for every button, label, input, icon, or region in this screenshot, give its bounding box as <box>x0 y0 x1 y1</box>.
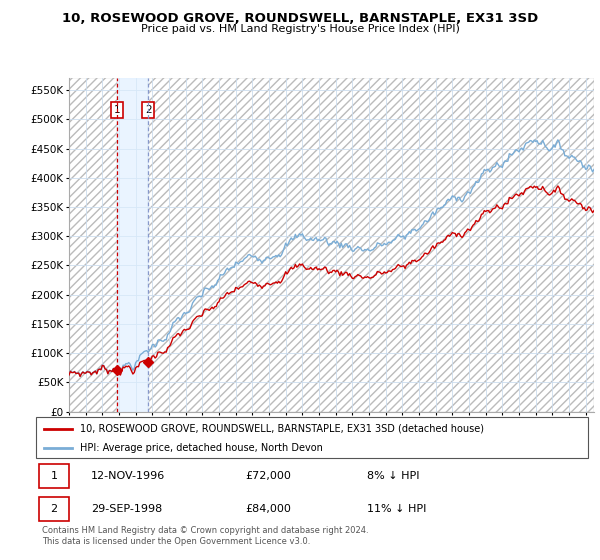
Text: 10, ROSEWOOD GROVE, ROUNDSWELL, BARNSTAPLE, EX31 3SD (detached house): 10, ROSEWOOD GROVE, ROUNDSWELL, BARNSTAP… <box>80 424 484 433</box>
Text: 10, ROSEWOOD GROVE, ROUNDSWELL, BARNSTAPLE, EX31 3SD: 10, ROSEWOOD GROVE, ROUNDSWELL, BARNSTAP… <box>62 12 538 25</box>
Bar <box>39 464 69 488</box>
Text: 11% ↓ HPI: 11% ↓ HPI <box>367 503 427 514</box>
Text: £84,000: £84,000 <box>246 503 292 514</box>
Text: 29-SEP-1998: 29-SEP-1998 <box>91 503 163 514</box>
Bar <box>39 497 69 521</box>
Text: Price paid vs. HM Land Registry's House Price Index (HPI): Price paid vs. HM Land Registry's House … <box>140 24 460 34</box>
Text: 1: 1 <box>50 471 58 481</box>
Text: Contains HM Land Registry data © Crown copyright and database right 2024.
This d: Contains HM Land Registry data © Crown c… <box>42 526 368 546</box>
Text: 8% ↓ HPI: 8% ↓ HPI <box>367 471 420 481</box>
Text: 12-NOV-1996: 12-NOV-1996 <box>91 471 166 481</box>
Text: 2: 2 <box>145 105 151 115</box>
Text: 2: 2 <box>50 503 58 514</box>
Text: HPI: Average price, detached house, North Devon: HPI: Average price, detached house, Nort… <box>80 443 323 453</box>
Text: 1: 1 <box>113 105 120 115</box>
Bar <box>117 78 148 412</box>
Text: £72,000: £72,000 <box>246 471 292 481</box>
